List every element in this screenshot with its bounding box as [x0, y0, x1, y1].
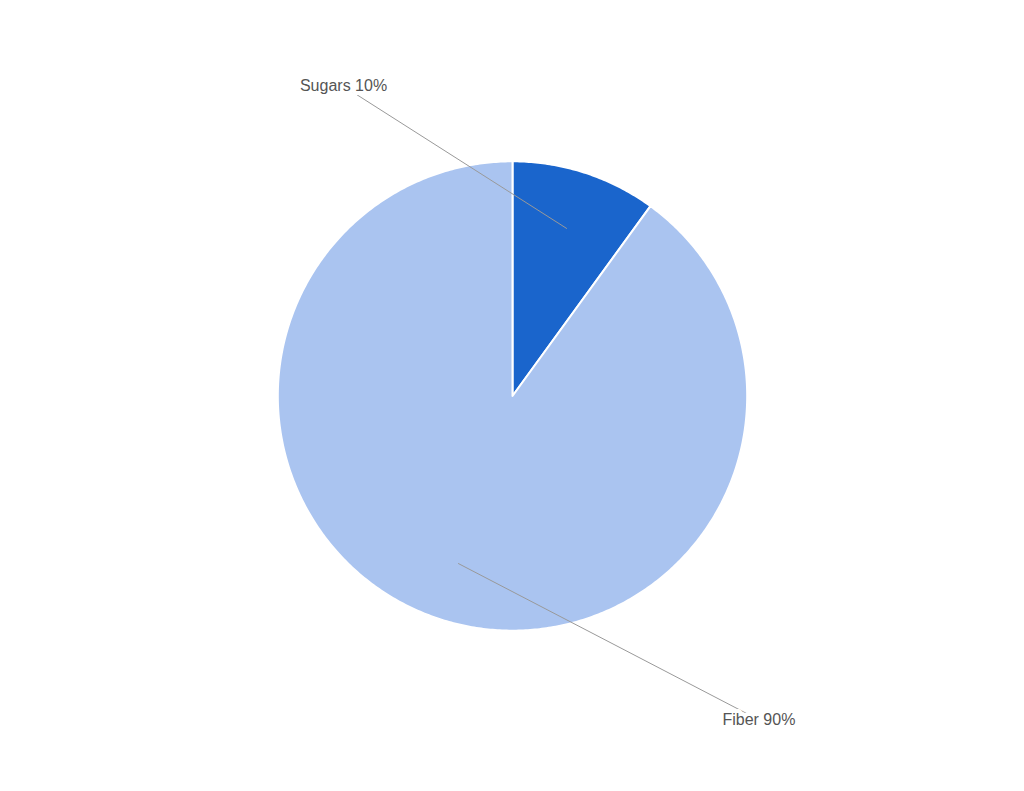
svg-text:Fiber 90%: Fiber 90% — [722, 711, 795, 728]
svg-text:Sugars 10%: Sugars 10% — [300, 77, 387, 94]
